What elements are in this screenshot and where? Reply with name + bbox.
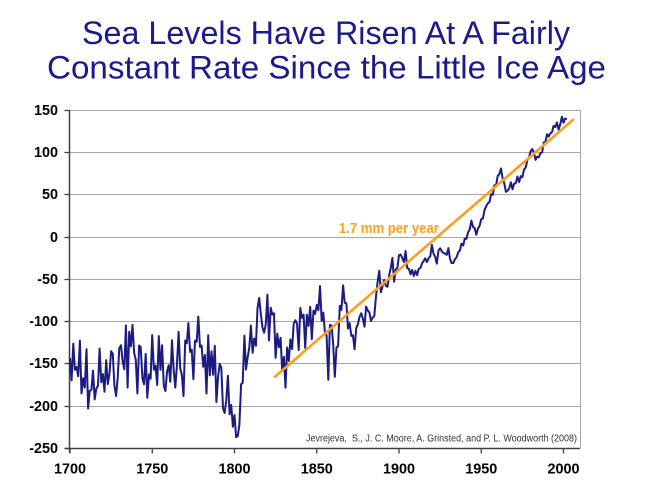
svg-text:Sea Levels Have Risen At A Fai: Sea Levels Have Risen At A Fairly — [82, 15, 570, 51]
svg-text:-150: -150 — [29, 356, 58, 372]
svg-text:1.7 mm per year: 1.7 mm per year — [339, 220, 439, 237]
svg-text:Constant Rate Since the Little: Constant Rate Since the Little Ice Age — [47, 50, 606, 86]
svg-text:1950: 1950 — [465, 462, 497, 478]
svg-text:150: 150 — [34, 103, 58, 119]
svg-text:1900: 1900 — [383, 462, 415, 478]
svg-text:-200: -200 — [29, 399, 58, 415]
svg-text:1750: 1750 — [136, 462, 168, 478]
svg-text:Jevrejeva, S., J. C. Moore, A: Jevrejeva, S., J. C. Moore, A. Grinsted,… — [306, 433, 577, 444]
svg-text:-250: -250 — [29, 441, 58, 457]
svg-text:1850: 1850 — [301, 462, 333, 478]
svg-text:2000: 2000 — [547, 462, 579, 478]
svg-text:1700: 1700 — [54, 462, 86, 478]
svg-text:100: 100 — [34, 145, 58, 161]
svg-text:50: 50 — [42, 187, 58, 203]
svg-text:-100: -100 — [29, 314, 58, 330]
svg-text:-50: -50 — [37, 272, 58, 288]
svg-text:0: 0 — [50, 230, 58, 246]
svg-text:1800: 1800 — [218, 462, 250, 478]
